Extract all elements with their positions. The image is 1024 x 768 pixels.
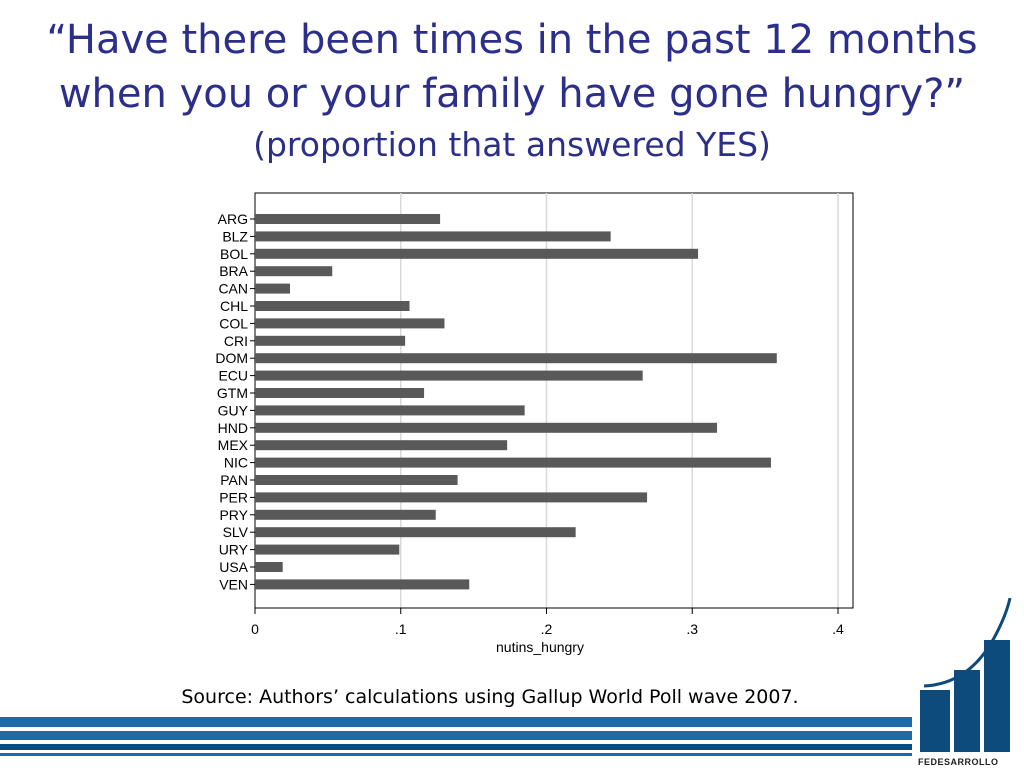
x-axis-label: nutins_hungry bbox=[496, 639, 584, 655]
bar-guy bbox=[255, 405, 525, 416]
y-tick-label: BLZ bbox=[222, 228, 248, 244]
source-note: Source: Authors’ calculations using Gall… bbox=[181, 686, 799, 708]
y-tick-label: CRI bbox=[224, 333, 248, 349]
y-tick-label: VEN bbox=[219, 576, 248, 592]
y-tick-label: DOM bbox=[215, 350, 248, 366]
y-tick-label: CAN bbox=[218, 281, 248, 297]
y-tick-label: HND bbox=[218, 420, 248, 436]
logo-text: FEDESARROLLO bbox=[918, 757, 999, 767]
y-tick-label: ECU bbox=[218, 368, 248, 384]
footer-stripe bbox=[0, 753, 912, 756]
x-tick-label: .4 bbox=[832, 621, 844, 637]
fedesarrollo-logo-icon bbox=[920, 598, 1012, 752]
footer-stripe bbox=[0, 744, 912, 750]
bar-cri bbox=[255, 335, 406, 346]
x-tick-label: .3 bbox=[686, 621, 698, 637]
footer-stripe bbox=[0, 731, 912, 740]
y-tick-label: BRA bbox=[219, 263, 248, 279]
x-tick-label: .2 bbox=[541, 621, 553, 637]
plot-frame bbox=[254, 192, 854, 609]
bar-bra bbox=[255, 266, 333, 277]
bar-ven bbox=[255, 579, 470, 590]
bar-bol bbox=[255, 248, 699, 259]
y-tick-label: GUY bbox=[218, 402, 249, 418]
bar-pan bbox=[255, 475, 458, 485]
y-tick-label: GTM bbox=[217, 385, 248, 401]
bar-col bbox=[255, 318, 445, 329]
bar-per bbox=[255, 492, 648, 503]
bar-gtm bbox=[255, 388, 425, 398]
x-tick-label: 0 bbox=[251, 621, 259, 637]
x-tick-label: .1 bbox=[395, 621, 407, 637]
bar-nic bbox=[255, 457, 771, 468]
bar-can bbox=[255, 283, 290, 294]
slide-subtitle: (proportion that answered YES) bbox=[253, 125, 771, 164]
y-tick-label: URY bbox=[219, 542, 249, 558]
y-tick-label: PRY bbox=[219, 507, 248, 523]
y-tick-label: BOL bbox=[220, 246, 248, 262]
bar-usa bbox=[255, 562, 283, 572]
bar-mex bbox=[255, 440, 508, 451]
footer-stripe bbox=[0, 717, 912, 727]
bar-arg bbox=[255, 214, 441, 224]
bar-hnd bbox=[255, 422, 718, 433]
bar-blz bbox=[255, 231, 611, 242]
slide-title-line-2: when you or your family have gone hungry… bbox=[58, 71, 966, 117]
bar-ury bbox=[255, 544, 400, 555]
y-tick-label: ARG bbox=[218, 211, 248, 227]
y-tick-label: PAN bbox=[220, 472, 248, 488]
bar-chl bbox=[255, 301, 410, 311]
bar-pry bbox=[255, 509, 436, 520]
bar-slv bbox=[255, 527, 576, 538]
y-tick-label: USA bbox=[219, 559, 248, 575]
y-tick-label: CHL bbox=[220, 298, 248, 314]
bar-dom bbox=[255, 353, 777, 364]
y-tick-label: PER bbox=[219, 489, 248, 505]
y-tick-label: NIC bbox=[224, 455, 248, 471]
y-tick-label: SLV bbox=[223, 524, 249, 540]
slide-title-line-1: “Have there been times in the past 12 mo… bbox=[46, 17, 978, 63]
bar-ecu bbox=[255, 370, 643, 381]
y-tick-label: MEX bbox=[218, 437, 249, 453]
y-tick-label: COL bbox=[219, 315, 248, 331]
